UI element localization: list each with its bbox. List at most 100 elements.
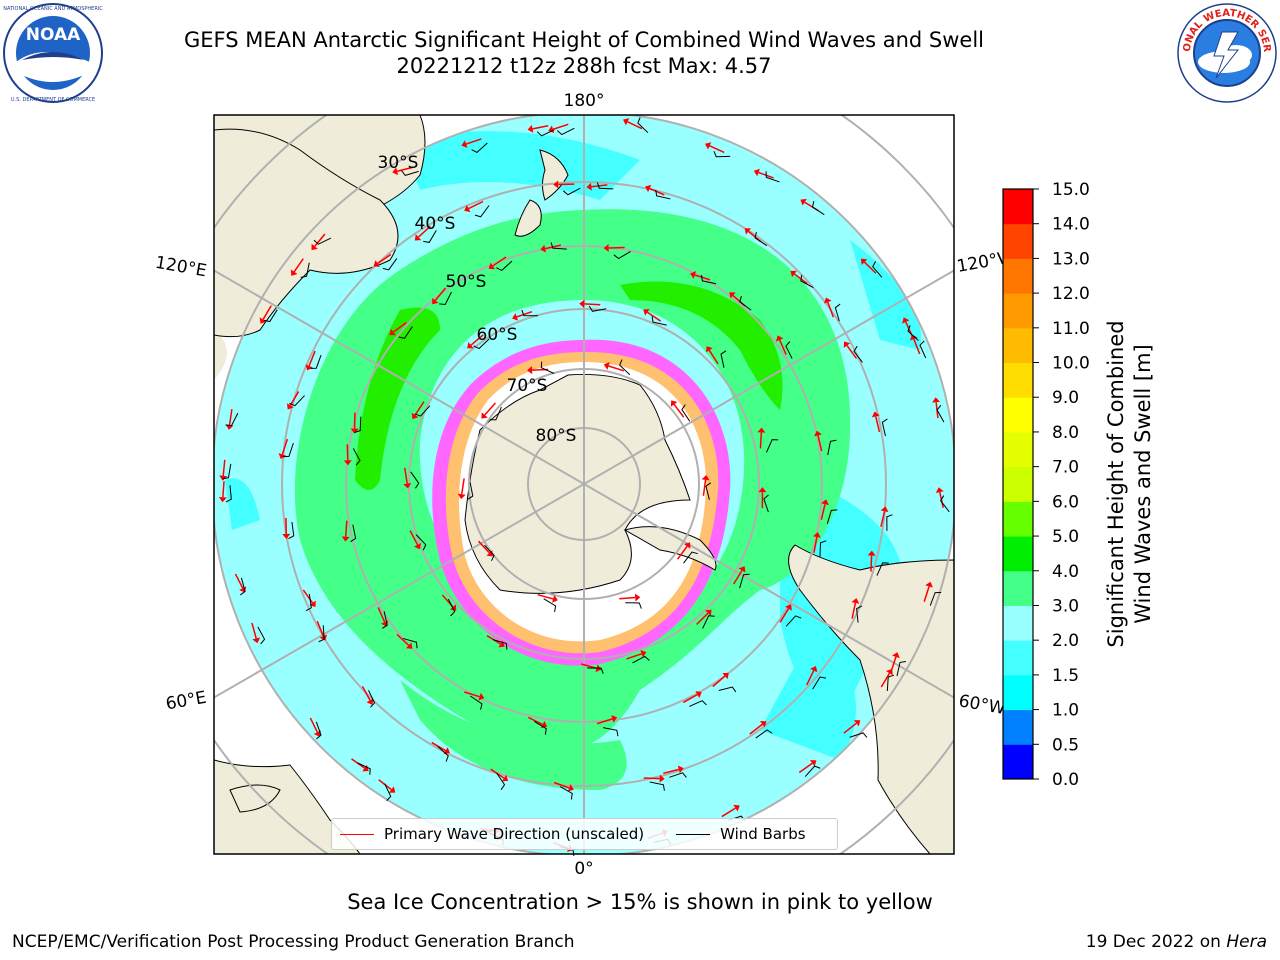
wind-barb xyxy=(669,772,687,778)
wind-barb xyxy=(315,721,322,740)
wind-barb xyxy=(849,732,868,738)
wave-arrow-head xyxy=(305,364,313,371)
wave-arrow xyxy=(696,612,709,625)
wind-barb xyxy=(826,509,838,524)
wind-barb xyxy=(637,117,649,134)
wind-barb xyxy=(540,361,555,374)
wave-arrow xyxy=(289,391,300,406)
wind-barb xyxy=(415,534,427,551)
wave-arrow-head xyxy=(843,341,851,348)
wind-barb xyxy=(288,521,295,540)
wind-barb xyxy=(563,187,581,196)
wave-arrow-head xyxy=(790,270,797,278)
wave-arrow xyxy=(875,416,881,433)
wave-arrow xyxy=(880,511,886,528)
wind-barb xyxy=(414,405,431,417)
date-text: 19 Dec 2022 on xyxy=(1085,932,1227,952)
wind-barb xyxy=(239,577,246,596)
wind-barb xyxy=(496,772,506,790)
wind-barb xyxy=(819,540,827,557)
wave-arrow-head xyxy=(851,598,860,604)
wave-arrow-head xyxy=(683,542,691,549)
wind-barb xyxy=(263,309,278,323)
wind-barb xyxy=(919,340,927,359)
wave-arrow-head xyxy=(810,666,818,673)
wave-arrow-head xyxy=(758,487,767,493)
wind-barb xyxy=(811,201,825,216)
lon-label-60e: 60°E xyxy=(164,688,208,715)
map-title: GEFS MEAN Antarctic Significant Height o… xyxy=(183,28,985,52)
map-legend: Primary Wave Direction (unscaled) Wind B… xyxy=(331,818,838,850)
wave-arrow xyxy=(222,481,225,498)
wind-barb xyxy=(543,598,557,612)
wind-barb xyxy=(381,611,388,629)
lat-label-30s: 30°S xyxy=(378,153,419,173)
wave-arrow-head xyxy=(643,308,650,316)
wind-barb xyxy=(812,676,827,690)
wave-arrow-head xyxy=(623,118,630,126)
wave-arrow xyxy=(880,672,891,688)
wave-arrow-head xyxy=(540,244,547,253)
wave-arrow-head xyxy=(821,499,829,506)
wind-barb xyxy=(785,341,793,359)
wind-barb xyxy=(470,695,483,710)
wave-arrow-head xyxy=(461,140,468,148)
sea-ice-caption: Sea Ice Concentration > 15% is shown in … xyxy=(347,890,933,914)
wave-arrow xyxy=(683,693,698,704)
wave-arrow xyxy=(417,225,431,238)
wave-arrow-head xyxy=(867,550,876,556)
wind-barb xyxy=(940,495,950,513)
wave-arrow-head xyxy=(457,493,466,500)
wave-arrow xyxy=(537,593,554,600)
wave-arrow-head xyxy=(902,317,910,324)
wave-arrow-head xyxy=(432,297,439,305)
wave-arrow xyxy=(870,555,873,572)
wave-arrow xyxy=(863,261,877,274)
wind-barb xyxy=(739,295,752,311)
wave-arrow-head xyxy=(738,566,746,573)
wave-arrow-head xyxy=(414,234,422,241)
wave-arrow xyxy=(806,670,815,686)
wave-arrow-head xyxy=(705,142,712,150)
wave-arrow-head xyxy=(670,400,678,407)
wave-arrow-head xyxy=(373,260,380,267)
wind-barb xyxy=(619,359,631,376)
wind-barb xyxy=(700,274,717,285)
wind-barb xyxy=(804,765,821,777)
legend-label: Wind Barbs xyxy=(720,825,806,843)
wave-arrow-head xyxy=(501,774,509,782)
credit-text: NCEP/EMC/Verification Post Processing Pr… xyxy=(12,932,575,952)
wave-arrow xyxy=(222,459,226,476)
wave-arrow xyxy=(619,596,636,600)
wave-arrow xyxy=(228,408,233,426)
wind-barb xyxy=(496,260,513,272)
wind-barb xyxy=(282,442,294,458)
wind-barb xyxy=(559,786,573,800)
wind-barb xyxy=(702,615,715,629)
wave-arrow xyxy=(643,777,660,780)
lon-label-120w: 120°W xyxy=(955,247,1016,277)
wind-barb xyxy=(474,205,490,218)
wave-arrow-head xyxy=(659,774,665,783)
wave-arrow-head xyxy=(757,427,766,433)
wave-arrow-head xyxy=(701,474,710,481)
wave-arrow-head xyxy=(388,786,396,793)
wave-arrow-head xyxy=(366,698,374,705)
wave-direction-arrows xyxy=(218,118,944,852)
wind-barb xyxy=(929,592,942,606)
wind-barb xyxy=(936,404,945,423)
legend-line-red xyxy=(340,833,374,835)
wave-arrow-head xyxy=(812,532,821,538)
lon-label-60w: 60°W xyxy=(957,691,1007,719)
wave-arrow-head xyxy=(488,262,496,270)
wave-arrow xyxy=(708,349,719,365)
wind-barb xyxy=(521,309,538,317)
map-subtitle: 20221212 t12z 288h fcst Max: 4.57 xyxy=(396,54,772,78)
date-stamp: 19 Dec 2022 on Hera xyxy=(1086,932,1267,952)
wind-barb xyxy=(225,412,239,427)
wind-barb xyxy=(649,781,665,791)
wind-barb xyxy=(357,762,371,775)
wave-arrow xyxy=(596,718,613,725)
wind-barb xyxy=(437,746,449,762)
wind-barb xyxy=(856,605,863,623)
